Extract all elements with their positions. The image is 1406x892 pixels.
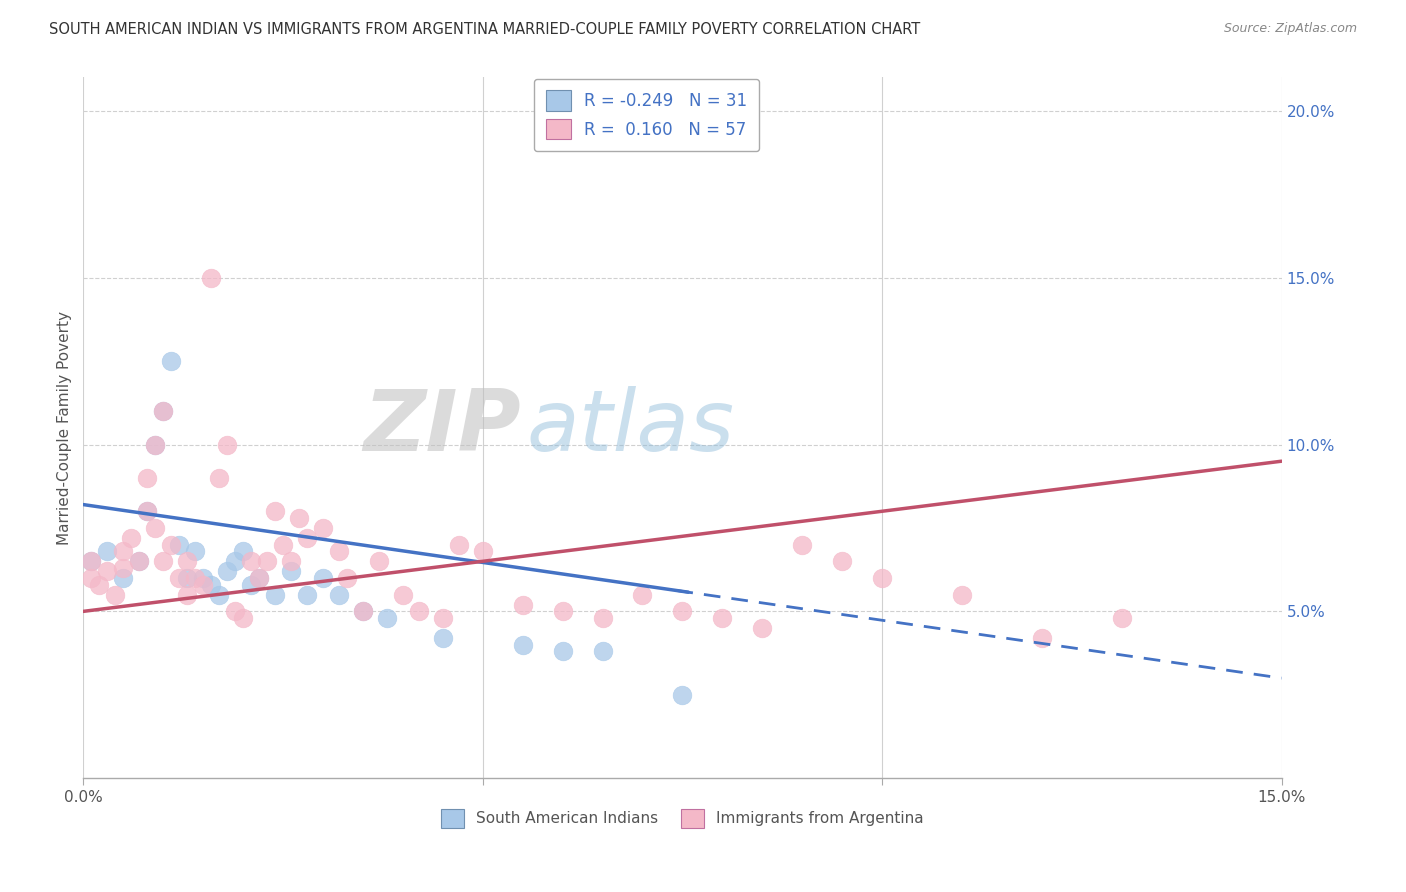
Point (432, 631, 454, 645)
Point (80, 554, 103, 568)
Point (711, 611, 734, 625)
Point (208, 471, 231, 485)
Point (152, 404, 174, 418)
Point (184, 544, 207, 558)
Point (200, 577, 222, 591)
Point (328, 588, 350, 602)
Point (671, 688, 693, 702)
Point (408, 604, 430, 618)
Point (176, 588, 198, 602)
Point (184, 571, 207, 585)
Point (432, 611, 454, 625)
Point (247, 571, 270, 585)
Point (631, 588, 654, 602)
Point (870, 571, 893, 585)
Point (224, 554, 246, 568)
Point (792, 538, 814, 552)
Point (152, 554, 174, 568)
Text: atlas: atlas (527, 386, 735, 469)
Point (551, 644, 574, 658)
Text: Source: ZipAtlas.com: Source: ZipAtlas.com (1223, 22, 1357, 36)
Point (143, 437, 166, 451)
Point (352, 604, 374, 618)
Point (217, 437, 239, 451)
Point (264, 588, 287, 602)
Point (136, 471, 159, 485)
Point (392, 588, 415, 602)
Point (671, 604, 693, 618)
Point (312, 571, 335, 585)
Y-axis label: Married-Couple Family Poverty: Married-Couple Family Poverty (58, 310, 72, 545)
Point (240, 554, 263, 568)
Point (176, 571, 198, 585)
Point (232, 544, 254, 558)
Point (143, 521, 166, 535)
Point (128, 554, 150, 568)
Point (96, 564, 118, 578)
Point (551, 604, 574, 618)
Point (160, 538, 183, 552)
Point (295, 588, 318, 602)
Point (352, 604, 374, 618)
Point (176, 554, 198, 568)
Point (271, 538, 294, 552)
Point (80, 554, 103, 568)
Point (80, 571, 103, 585)
Point (247, 571, 270, 585)
Point (264, 504, 287, 518)
Point (96, 544, 118, 558)
Point (104, 588, 127, 602)
Point (256, 554, 278, 568)
Point (232, 611, 254, 625)
Text: SOUTH AMERICAN INDIAN VS IMMIGRANTS FROM ARGENTINA MARRIED-COUPLE FAMILY POVERTY: SOUTH AMERICAN INDIAN VS IMMIGRANTS FROM… (49, 22, 921, 37)
Point (1111, 611, 1133, 625)
Point (217, 564, 239, 578)
Point (367, 554, 389, 568)
Point (512, 598, 534, 612)
Point (120, 531, 142, 545)
Point (280, 564, 302, 578)
Point (224, 604, 246, 618)
Point (200, 270, 222, 285)
Point (160, 354, 183, 368)
Point (112, 544, 135, 558)
Point (512, 638, 534, 652)
Point (592, 644, 614, 658)
Point (208, 588, 231, 602)
Point (312, 521, 335, 535)
Point (240, 577, 263, 591)
Point (136, 504, 159, 518)
Legend: South American Indians, Immigrants from Argentina: South American Indians, Immigrants from … (434, 803, 929, 834)
Point (112, 561, 135, 575)
Point (280, 554, 302, 568)
Text: ZIP: ZIP (363, 386, 520, 469)
Point (950, 588, 973, 602)
Point (295, 531, 318, 545)
Point (191, 571, 214, 585)
Point (336, 571, 359, 585)
Point (288, 511, 311, 525)
Point (152, 404, 174, 418)
Point (191, 577, 214, 591)
Point (167, 571, 190, 585)
Point (592, 611, 614, 625)
Point (328, 544, 350, 558)
Point (471, 544, 494, 558)
Point (136, 504, 159, 518)
Point (1031, 631, 1053, 645)
Point (375, 611, 398, 625)
Point (128, 554, 150, 568)
Point (89, 577, 111, 591)
Point (751, 621, 773, 635)
Point (447, 538, 470, 552)
Point (167, 538, 190, 552)
Point (831, 554, 853, 568)
Point (143, 437, 166, 451)
Point (112, 571, 135, 585)
